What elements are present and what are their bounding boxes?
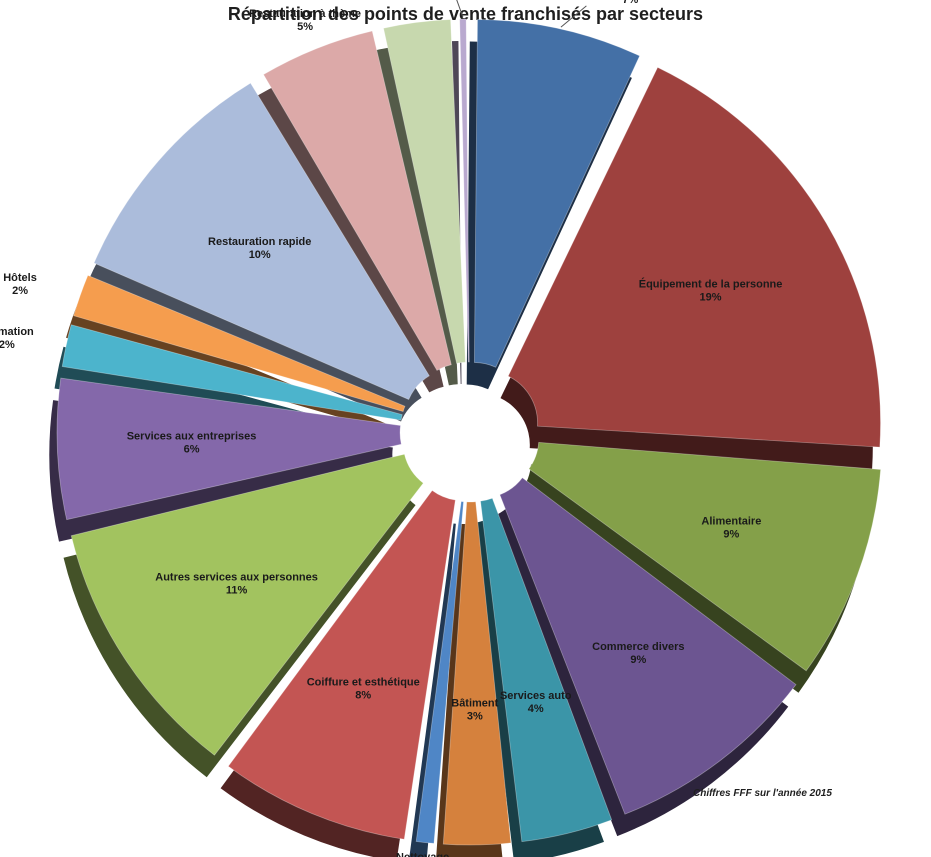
label-name: Services auto	[500, 690, 572, 702]
label-value: 2%	[12, 285, 28, 297]
label-name: Autres services aux personnes	[155, 571, 318, 583]
label-value: 19%	[700, 291, 722, 303]
label-batiment: Bâtiment 3%	[451, 698, 498, 723]
label-value: 8%	[355, 689, 371, 701]
label-name: Coiffure et esthétique	[307, 676, 420, 688]
slice-batiment	[442, 501, 512, 846]
label-value: 5%	[297, 21, 313, 33]
slice-equipement-de-la-maison	[474, 19, 641, 368]
leader-line-equipement-de-la-maison	[560, 5, 587, 28]
label-value: 6%	[184, 444, 200, 456]
label-commerce-divers: Commerce divers 9%	[592, 641, 684, 666]
label-name: Services aux entreprises	[127, 431, 257, 443]
label-value: 3%	[467, 711, 483, 723]
slice-labels: Équipement de la maison7% Équipement de l…	[0, 0, 782, 857]
slice-formation	[61, 324, 403, 421]
label-hotels: Hôtels 2%	[3, 272, 37, 297]
slice-immobilier	[383, 19, 466, 364]
slice-coiffure-et-esthetique	[227, 489, 456, 840]
label-value: 11%	[226, 584, 248, 596]
label-autres-services-aux-personnes: Autres services aux personnes 11%	[155, 571, 318, 596]
label-equipement-de-la-personne: Équipement de la personne 19%	[639, 277, 783, 303]
leader-line-voyages	[456, 0, 464, 18]
label-value: 9%	[723, 529, 739, 541]
slices-layer	[49, 18, 882, 857]
slice-restauration-a-theme	[262, 30, 452, 371]
label-coiffure-et-esthetique: Coiffure et esthétique 8%	[307, 676, 420, 701]
label-name: Nettoyage	[396, 851, 449, 857]
slice-restauration-rapide	[93, 82, 430, 401]
slice-nettoyage	[415, 500, 464, 844]
label-services-auto: Services auto 4%	[500, 690, 572, 715]
label-alimentaire: Alimentaire 9%	[701, 516, 761, 541]
label-name: Restauration rapide	[208, 236, 311, 248]
slice-services-auto	[480, 497, 613, 843]
leader-lines	[456, 0, 587, 28]
slice-alimentaire	[528, 441, 882, 672]
label-equipement-de-la-maison: Équipement de la maison7%	[564, 0, 697, 6]
label-services-aux-entreprises: Services aux entreprises 6%	[127, 431, 257, 456]
chart-title: Répartition des points de vente franchis…	[227, 4, 704, 24]
label-name: Alimentaire	[701, 516, 761, 528]
slice-services-aux-entreprises	[56, 377, 402, 521]
slice-equipement-de-la-personne	[507, 66, 881, 448]
label-name: Équipement de la personne	[639, 277, 783, 290]
label-value: 7%	[622, 0, 638, 6]
label-value: 2%	[0, 339, 15, 351]
label-nettoyage: Nettoyage1%	[396, 851, 449, 857]
label-restauration-a-theme: Restauration à thème 5%	[249, 8, 361, 33]
slice-autres-services-aux-personnes	[70, 453, 424, 756]
label-restauration-rapide: Restauration rapide 10%	[208, 236, 311, 261]
slice-voyages	[459, 18, 470, 363]
label-value: 10%	[249, 249, 271, 261]
slice-hotels	[73, 274, 406, 413]
slice-side-nettoyage	[409, 523, 456, 857]
label-value: 4%	[528, 703, 544, 715]
source-note: Chiffres FFF sur l'année 2015	[693, 788, 832, 799]
label-formation: Formation2%	[0, 326, 34, 351]
label-name: Commerce divers	[592, 641, 684, 653]
slice-commerce-divers	[499, 477, 797, 815]
label-name: Hôtels	[3, 272, 37, 284]
label-value: 9%	[630, 654, 646, 666]
label-name: Bâtiment	[451, 698, 498, 710]
label-name: Formation	[0, 326, 34, 338]
label-name: Restauration à thème	[249, 8, 361, 20]
